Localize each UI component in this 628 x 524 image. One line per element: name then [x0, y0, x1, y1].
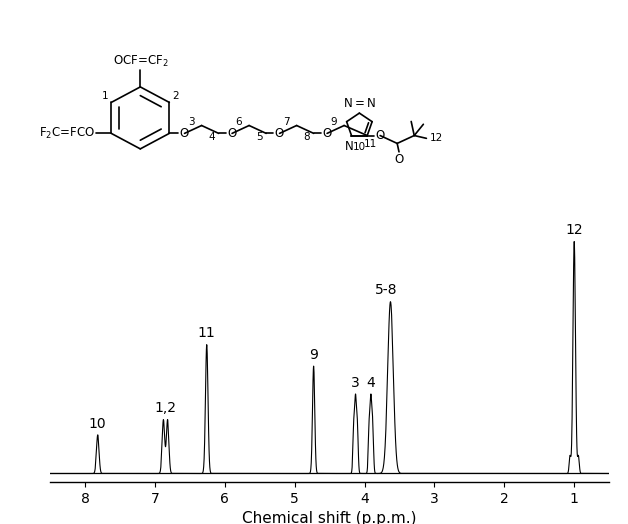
Text: 5: 5: [256, 132, 263, 142]
Text: 1,2: 1,2: [154, 401, 176, 416]
Text: O: O: [322, 127, 332, 140]
Text: 9: 9: [330, 117, 337, 127]
Text: 3: 3: [188, 117, 195, 127]
Text: 4: 4: [208, 132, 215, 142]
Text: 10: 10: [353, 143, 366, 152]
Text: O: O: [227, 127, 236, 140]
Text: O: O: [180, 127, 189, 140]
Text: 1: 1: [102, 91, 108, 101]
Text: N: N: [345, 140, 354, 153]
Text: 12: 12: [430, 133, 443, 144]
Text: 9: 9: [309, 348, 318, 362]
Text: 7: 7: [283, 117, 290, 127]
Text: 8: 8: [304, 132, 310, 142]
Text: 10: 10: [89, 417, 107, 431]
Text: F$_2$C=FCO: F$_2$C=FCO: [39, 126, 95, 141]
Text: 5-8: 5-8: [375, 283, 398, 298]
Text: 6: 6: [236, 117, 242, 127]
Text: N$=$N: N$=$N: [343, 97, 376, 110]
Text: 2: 2: [172, 91, 179, 101]
Text: OCF=CF$_2$: OCF=CF$_2$: [112, 54, 168, 69]
X-axis label: Chemical shift (p.p.m.): Chemical shift (p.p.m.): [242, 511, 417, 524]
Text: 4: 4: [367, 376, 376, 390]
Text: 3: 3: [351, 376, 360, 390]
Text: O: O: [274, 127, 284, 140]
Text: 12: 12: [565, 223, 583, 237]
Text: O: O: [376, 129, 384, 142]
Text: 11: 11: [364, 139, 377, 149]
Text: 11: 11: [198, 326, 215, 341]
Text: O: O: [394, 153, 403, 166]
